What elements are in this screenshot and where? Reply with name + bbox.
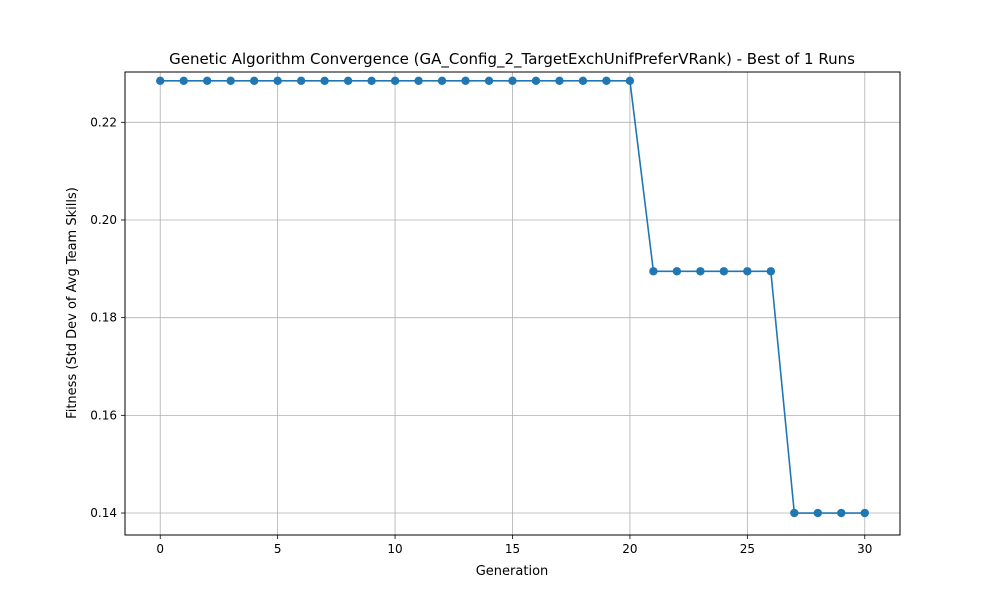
data-point (226, 76, 235, 85)
y-tick-label: 0.22 (90, 115, 117, 129)
data-point (743, 267, 752, 276)
y-axis-label: Fitness (Std Dev of Avg Team Skills) (65, 187, 80, 419)
data-point (813, 508, 823, 518)
data-point (531, 76, 541, 85)
x-tick-label: 30 (857, 542, 872, 556)
data-point (484, 76, 494, 85)
x-tick-label: 5 (274, 542, 282, 556)
data-point (602, 76, 611, 85)
data-point (508, 76, 517, 85)
data-point (249, 76, 259, 85)
data-point (320, 76, 329, 85)
data-point (578, 76, 588, 85)
data-point (625, 76, 635, 85)
data-point (766, 267, 776, 276)
data-point (273, 76, 282, 85)
data-point (860, 508, 869, 518)
x-tick-label: 25 (740, 542, 755, 556)
y-tick-label: 0.16 (90, 408, 117, 422)
data-point (437, 76, 447, 85)
y-tick-label: 0.20 (90, 213, 117, 227)
data-point (649, 267, 658, 276)
data-point (367, 76, 376, 85)
axis-ticks: 0 5 10 15 20 25 30 0.14 0.16 0.18 0.20 0.22 (90, 115, 872, 556)
data-point (555, 76, 564, 85)
x-axis-label: Generation (476, 564, 549, 579)
x-tick-label: 10 (387, 542, 402, 556)
data-point (414, 76, 423, 85)
data-point (390, 76, 400, 85)
y-tick-label: 0.14 (90, 506, 117, 520)
y-tick-label: 0.18 (90, 311, 117, 325)
data-point (696, 267, 705, 276)
data-point (156, 76, 165, 85)
x-tick-label: 20 (622, 542, 637, 556)
data-point (790, 508, 799, 518)
data-point (296, 76, 306, 85)
data-point (179, 76, 188, 85)
data-point (672, 267, 682, 276)
x-tick-label: 15 (505, 542, 520, 556)
data-point (343, 76, 353, 85)
data-point (719, 267, 729, 276)
data-point (461, 76, 470, 85)
x-tick-label: 0 (156, 542, 164, 556)
chart-title: Genetic Algorithm Convergence (GA_Config… (169, 50, 855, 69)
series-layer (156, 76, 869, 518)
grid-lines (125, 72, 900, 535)
data-point (837, 508, 846, 518)
data-point (202, 76, 212, 85)
